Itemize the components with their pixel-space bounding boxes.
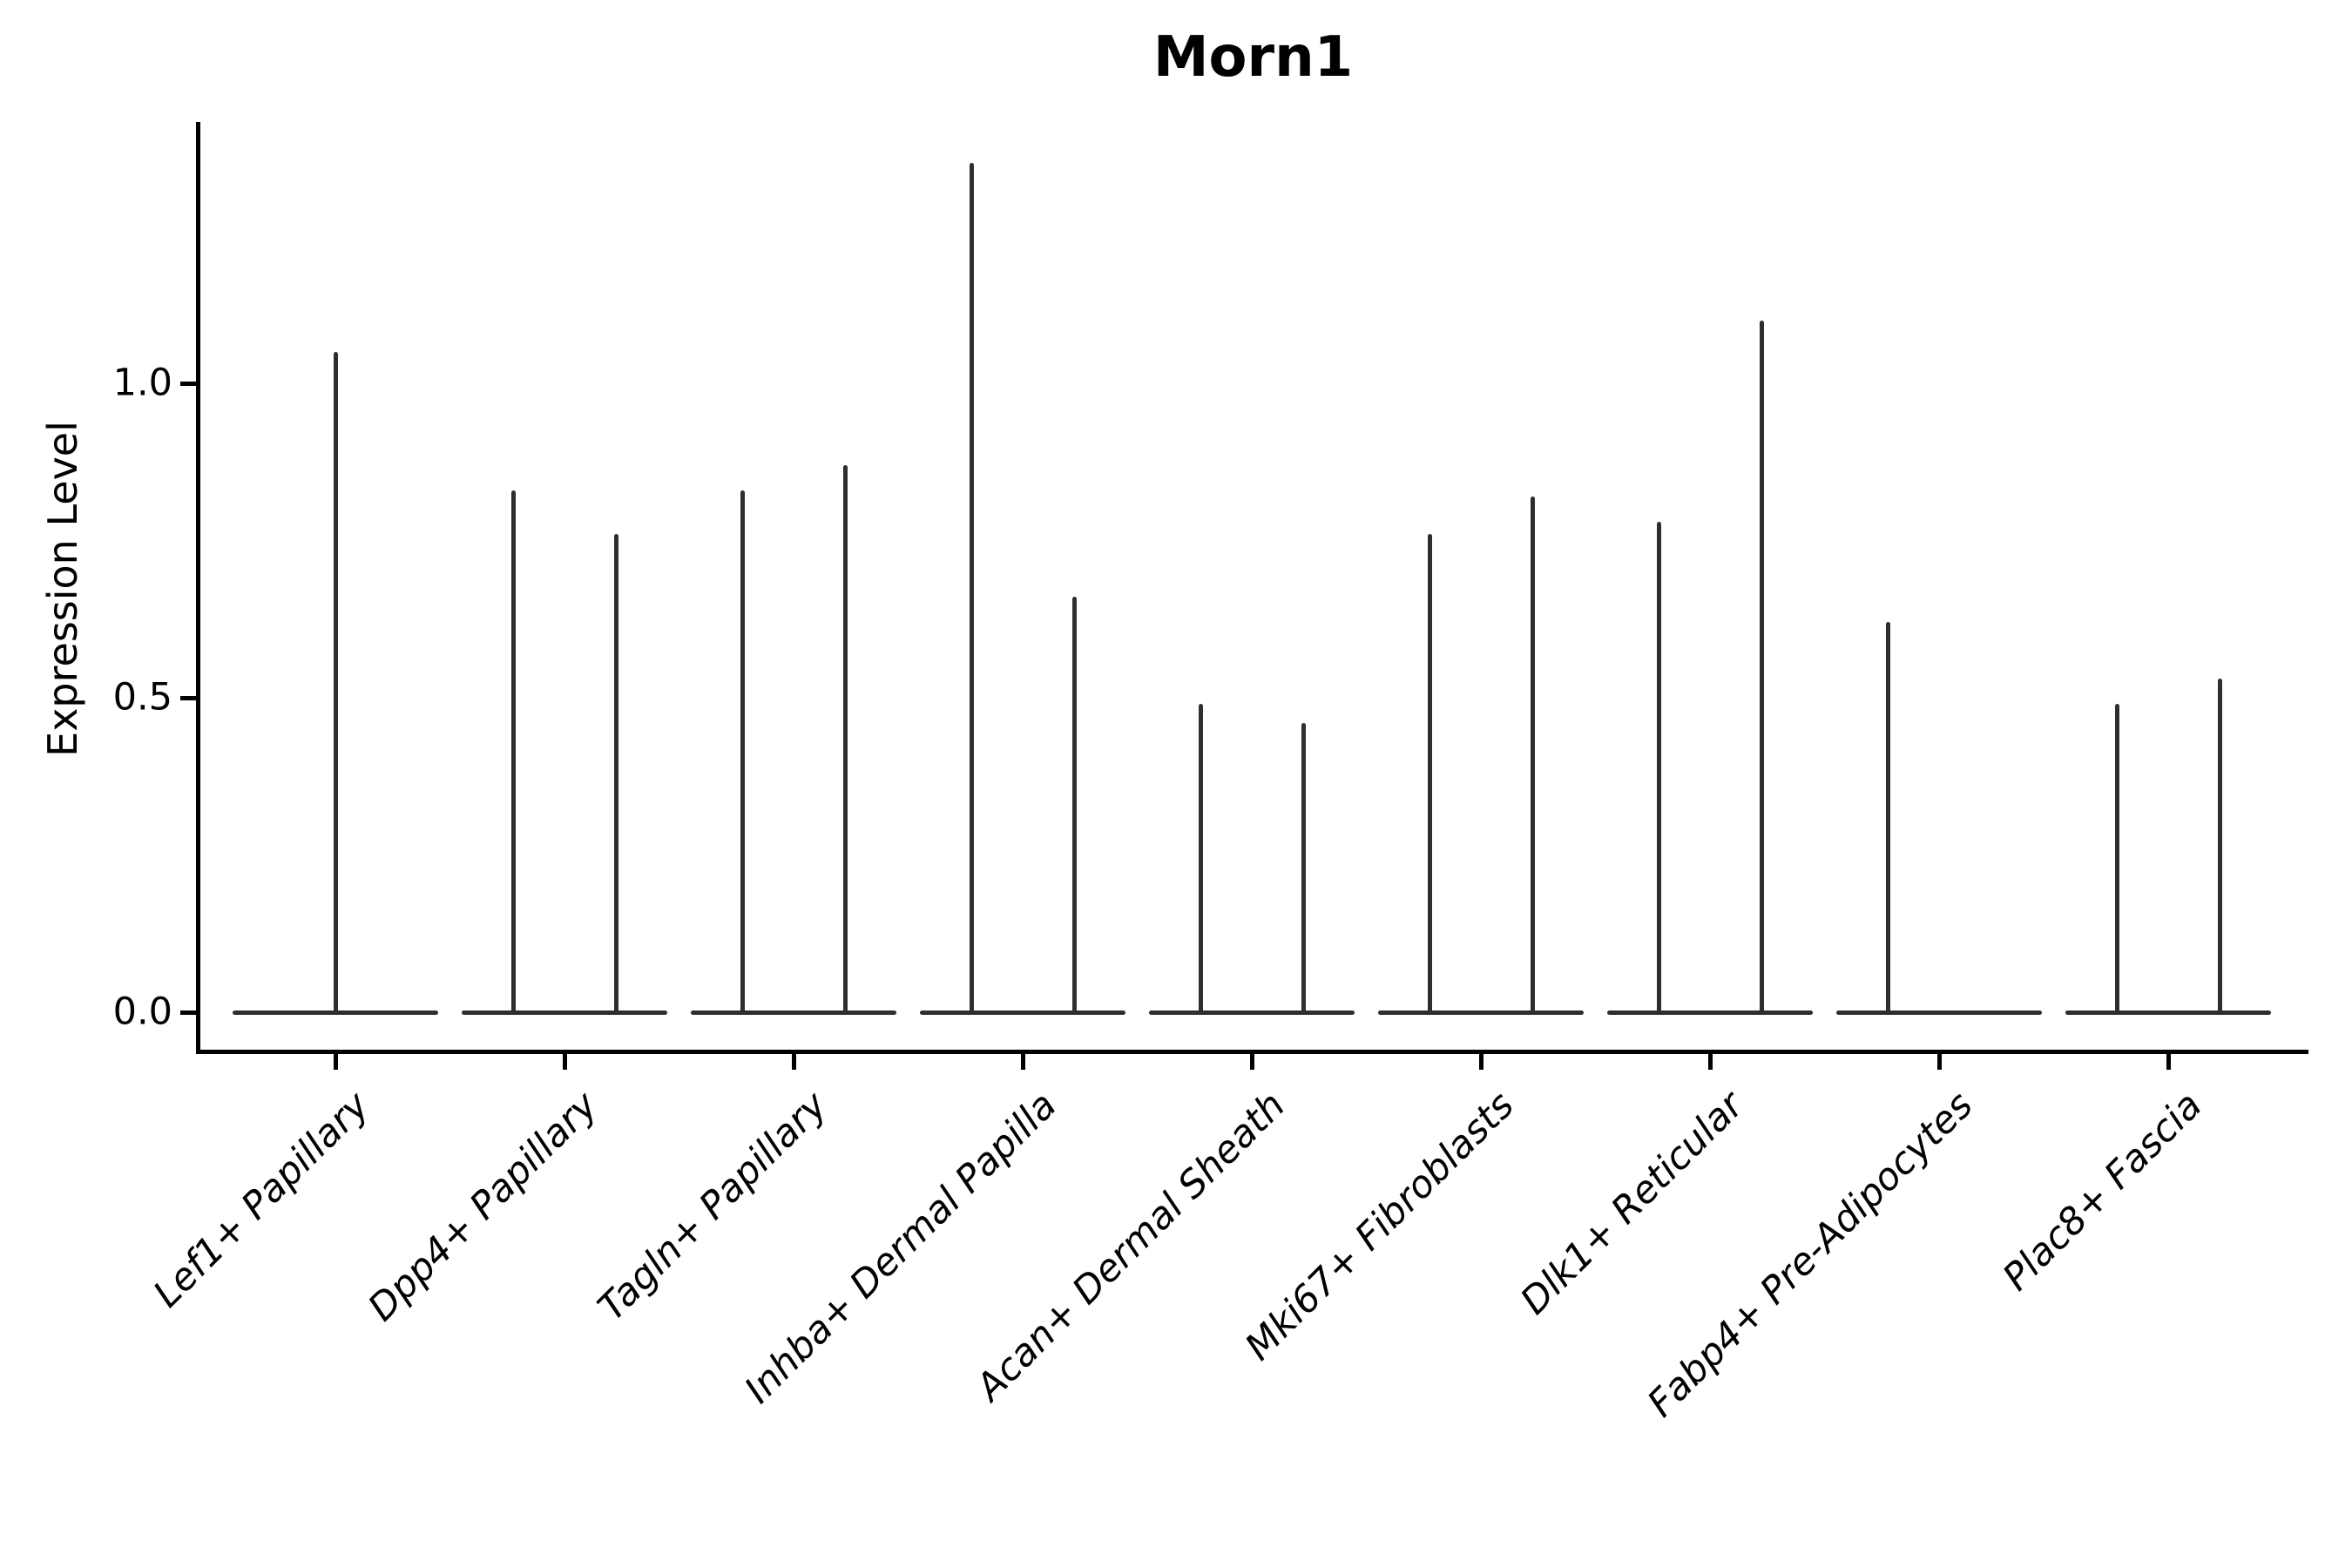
x-tick-label: Dlk1+ Reticular [1512,1083,1753,1323]
x-tick-mark [1708,1054,1713,1070]
x-tick-mark [1021,1054,1025,1070]
violin-spike [2218,679,2222,1014]
violin-baseline [691,1010,896,1015]
x-tick-mark [792,1054,796,1070]
y-axis-spine [196,122,200,1054]
violin-spike [334,351,338,1014]
violin-spike [511,490,516,1014]
y-tick-mark [180,382,196,386]
x-tick-label: Plac8+ Fascia [1994,1083,2211,1300]
x-tick-mark [334,1054,338,1070]
violin-spike [1657,521,1661,1014]
violin-spike [843,464,848,1014]
violin-spike [1531,496,1535,1014]
violin-baseline [1607,1010,1813,1015]
violin-spike [1072,597,1077,1014]
violin-baseline [2065,1010,2271,1015]
x-tick-mark [1250,1054,1254,1070]
x-tick-mark [1937,1054,1942,1070]
x-tick-mark [2166,1054,2171,1070]
plot-title: Morn1 [1152,25,1354,90]
violin-baseline [920,1010,1125,1015]
y-tick-label: 0.0 [112,990,172,1034]
y-tick-mark [180,696,196,700]
x-tick-label: Tagln+ Papillary [589,1083,836,1330]
violin-spike [1760,320,1764,1014]
violin-spike [1199,704,1203,1014]
violin-spike [1301,722,1306,1014]
violin-baseline [1378,1010,1584,1015]
violin-spike [1428,534,1432,1014]
violin-spike [740,490,745,1014]
x-tick-mark [1479,1054,1484,1070]
x-tick-label: Mki67+ Fibroblasts [1237,1083,1524,1369]
violin-baseline [1836,1010,2042,1015]
violin-spike [2115,704,2119,1014]
x-tick-mark [563,1054,567,1070]
y-tick-label: 0.5 [112,675,172,720]
y-tick-mark [180,1010,196,1015]
violin-spike [970,163,974,1014]
y-tick-label: 1.0 [112,361,172,405]
x-axis-spine [196,1050,2308,1054]
violin-baseline [462,1010,667,1015]
violin-spike [1886,622,1890,1014]
x-tick-label: Dpp4+ Papillary [360,1083,607,1330]
violin-baseline [1149,1010,1355,1015]
violin-spike [614,534,618,1014]
x-tick-label: Lef1+ Papillary [145,1083,378,1316]
